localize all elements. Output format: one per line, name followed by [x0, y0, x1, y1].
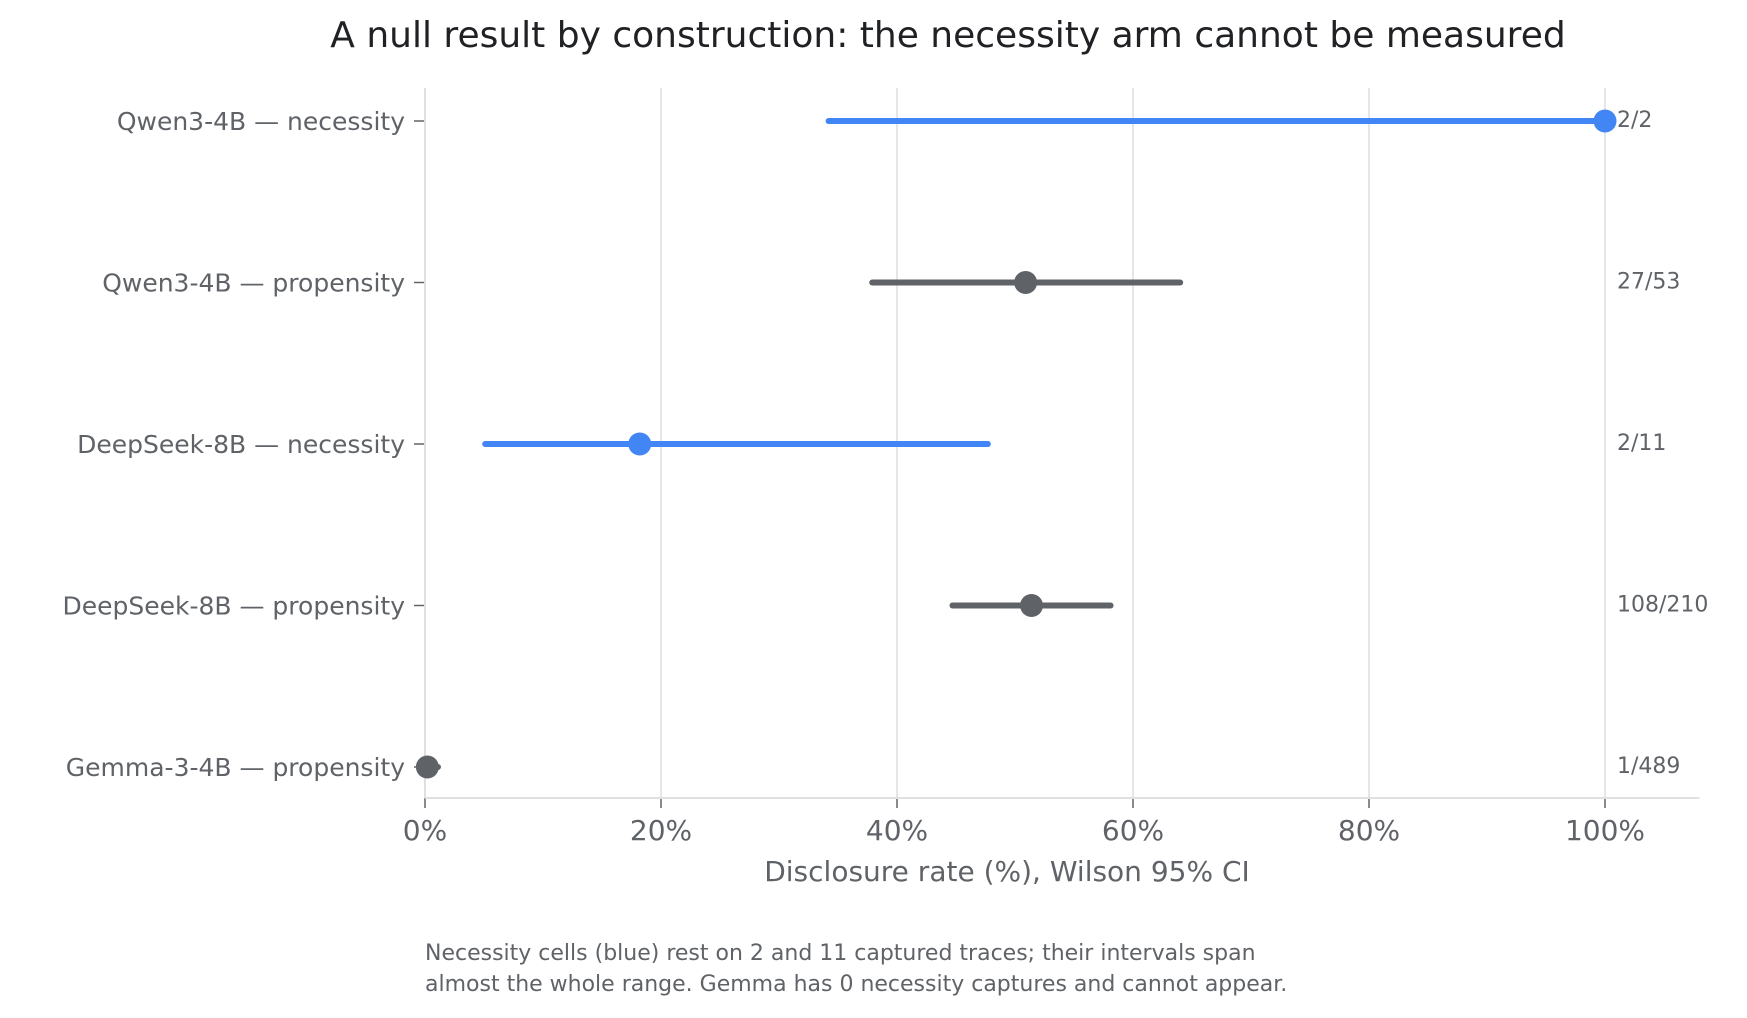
- point-estimate: [1593, 109, 1617, 133]
- chart-caption: Necessity cells (blue) rest on 2 and 11 …: [425, 938, 1525, 1000]
- point-estimate: [1020, 594, 1044, 617]
- caption-line-1: Necessity cells (blue) rest on 2 and 11 …: [425, 941, 1256, 966]
- y-tick-label: DeepSeek-8B — necessity: [77, 430, 405, 459]
- data-row: Qwen3-4B — necessity 2/2: [117, 107, 1653, 136]
- count-label: 1/489: [1617, 754, 1680, 779]
- y-tick-label: Qwen3-4B — propensity: [102, 269, 405, 298]
- axes: 0% 20% 40% 60% 80% 100%: [403, 88, 1700, 847]
- point-estimate: [1014, 271, 1038, 294]
- data-row: Gemma-3-4B — propensity 1/489: [66, 753, 1681, 782]
- x-tick-label: 0%: [403, 814, 447, 847]
- count-label: 2/2: [1617, 108, 1652, 133]
- grid: [660, 88, 1606, 798]
- x-tick-label: 80%: [1338, 814, 1400, 847]
- point-estimate: [415, 755, 439, 779]
- caption-line-2: almost the whole range. Gemma has 0 nece…: [425, 972, 1288, 997]
- data-row: Qwen3-4B — propensity 27/53: [102, 269, 1680, 298]
- data-row: DeepSeek-8B — propensity 108/210: [62, 592, 1708, 621]
- count-label: 27/53: [1617, 270, 1680, 295]
- x-axis-label: Disclosure rate (%), Wilson 95% CI: [764, 855, 1250, 888]
- count-label: 2/11: [1617, 431, 1666, 456]
- data-row: DeepSeek-8B — necessity 2/11: [77, 430, 1666, 459]
- data-rows: Qwen3-4B — necessity 2/2 Qwen3-4B — propen…: [62, 107, 1708, 782]
- y-tick-label: Gemma-3-4B — propensity: [66, 753, 405, 782]
- x-tick-label: 100%: [1565, 814, 1645, 847]
- y-tick-label: Qwen3-4B — necessity: [117, 107, 405, 136]
- chart-title: A null result by construction: the neces…: [330, 15, 1565, 56]
- x-tick-label: 20%: [630, 814, 692, 847]
- chart: A null result by construction: the neces…: [62, 15, 1708, 888]
- x-tick-label: 40%: [866, 814, 928, 847]
- point-estimate: [628, 432, 652, 456]
- count-label: 108/210: [1617, 593, 1708, 618]
- x-tick-label: 60%: [1102, 814, 1164, 847]
- y-tick-label: DeepSeek-8B — propensity: [62, 592, 405, 621]
